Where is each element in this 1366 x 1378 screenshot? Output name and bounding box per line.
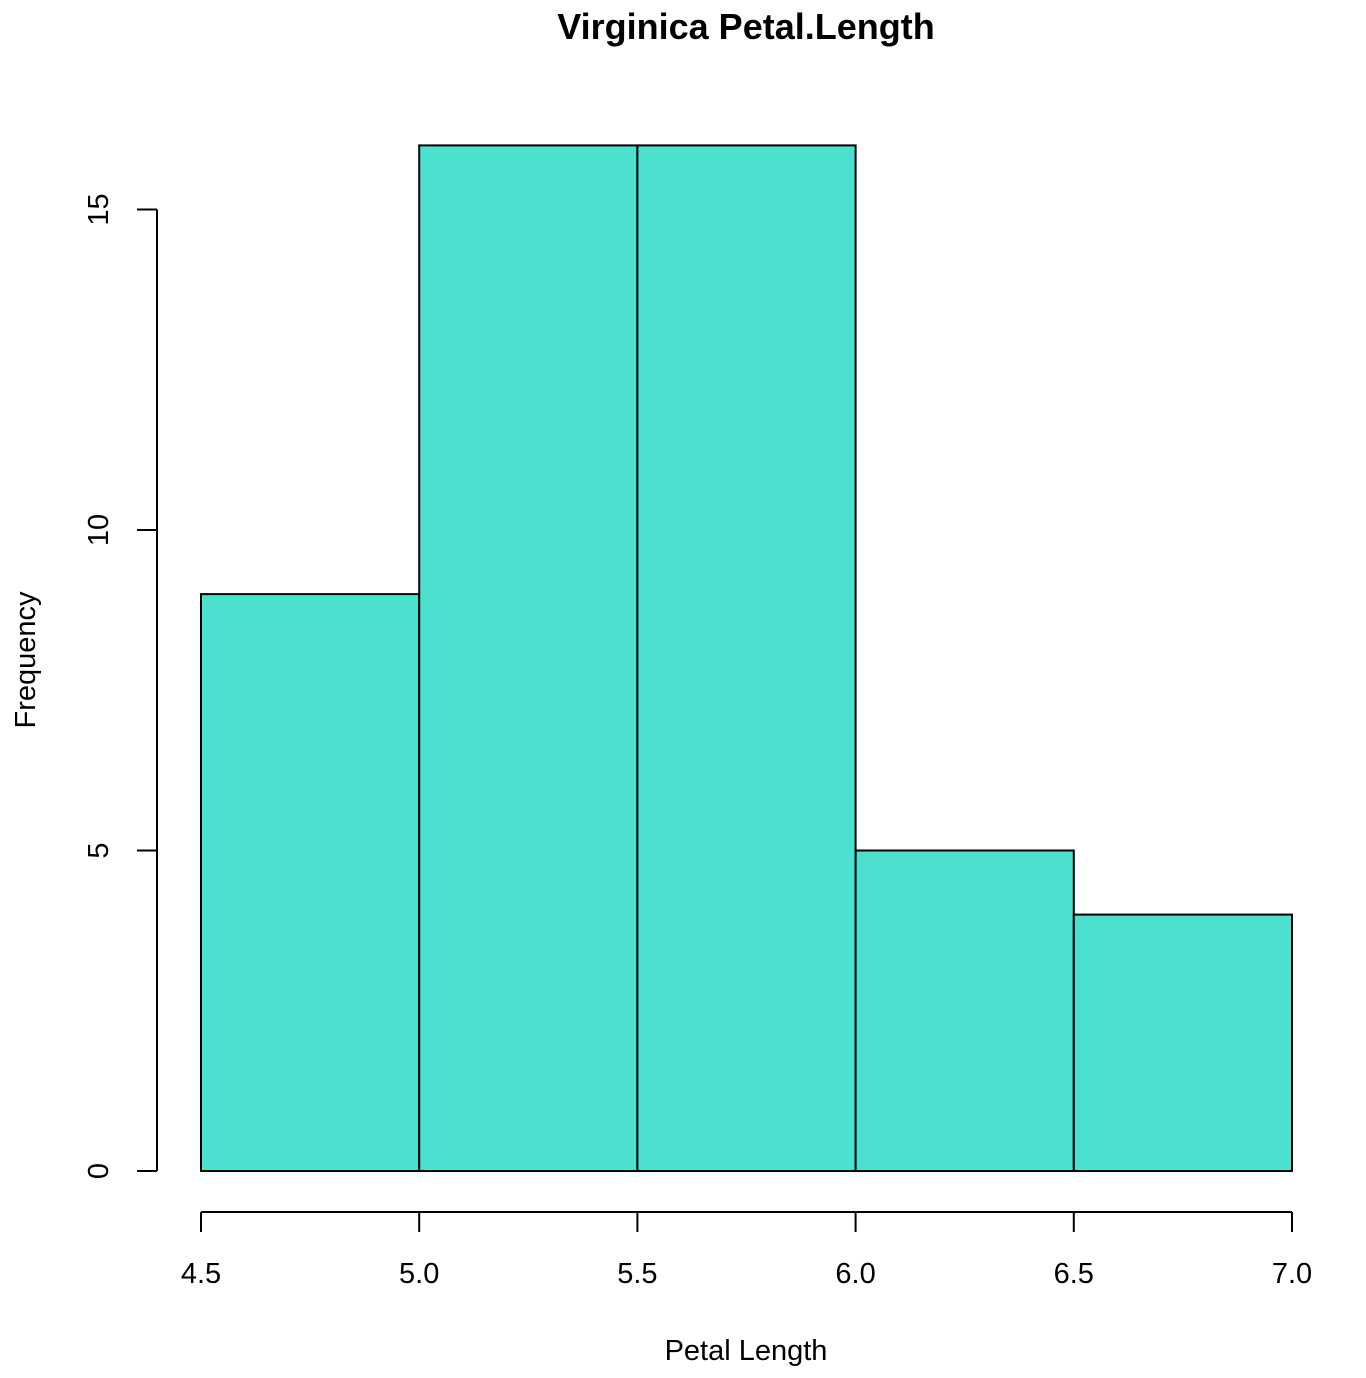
y-tick-label-15: 15 xyxy=(83,193,115,225)
y-axis: 0 5 10 15 xyxy=(83,193,158,1179)
histogram-bar-5 xyxy=(1072,913,1294,1172)
x-tick-label-6.0: 6.0 xyxy=(835,1258,875,1290)
y-tick-label-5: 5 xyxy=(83,842,115,858)
histogram-bar-4 xyxy=(854,849,1075,1172)
x-axis: 4.5 5.0 5.5 6.0 6.5 7.0 xyxy=(181,1211,1312,1290)
x-tick-label-5.0: 5.0 xyxy=(399,1258,439,1290)
y-tick-label-0: 0 xyxy=(83,1163,115,1179)
x-tick-label-6.5: 6.5 xyxy=(1054,1258,1094,1290)
y-axis-label: Frequency xyxy=(10,591,42,729)
histogram-bar-3 xyxy=(636,144,857,1172)
x-tick-label-7.0: 7.0 xyxy=(1272,1258,1312,1290)
y-tick-label-10: 10 xyxy=(83,514,115,546)
x-tick-label-4.5: 4.5 xyxy=(181,1258,221,1290)
bars-group xyxy=(200,144,1294,1172)
x-axis-label: Petal Length xyxy=(665,1335,828,1367)
histogram-bar-2 xyxy=(418,144,639,1172)
chart-title: Virginica Petal.Length xyxy=(557,6,934,47)
x-tick-label-5.5: 5.5 xyxy=(617,1258,657,1290)
histogram-bar-1 xyxy=(200,593,421,1172)
